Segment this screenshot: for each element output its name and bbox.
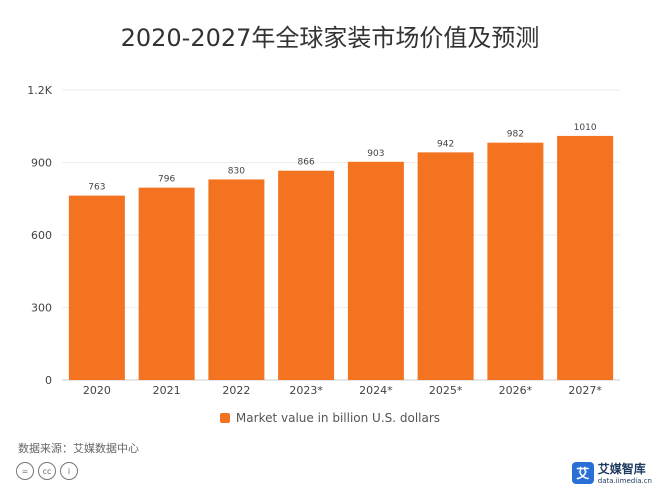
- data-label: 1010: [574, 123, 597, 133]
- chart-title: 2020-2027年全球家装市场价值及预测: [120, 24, 540, 52]
- data-label: 903: [367, 149, 384, 159]
- y-tick-label: 1.2K: [27, 84, 52, 97]
- logo-url: data.iimedia.cn: [597, 477, 652, 485]
- bar: [68, 195, 125, 380]
- data-label: 796: [158, 175, 175, 185]
- y-axis-ticks: 0 300 600 900 1.2K: [27, 84, 52, 387]
- bar: [557, 135, 614, 380]
- bars: [68, 135, 614, 380]
- data-label: 763: [88, 183, 105, 193]
- legend: Market value in billion U.S. dollars: [0, 411, 660, 425]
- x-tick-label: 2024*: [359, 384, 393, 397]
- x-tick-label: 2026*: [499, 384, 533, 397]
- cc-icon: cc: [38, 462, 56, 480]
- data-label: 866: [298, 158, 315, 168]
- bar: [417, 152, 474, 380]
- bar: [138, 187, 195, 380]
- equals-icon: =: [16, 462, 34, 480]
- logo-mark-icon: 艾: [571, 461, 594, 484]
- bar: [347, 161, 404, 380]
- x-axis-ticks: 2020 2021 2022 2023* 2024* 2025* 2026* 2027*: [83, 384, 602, 397]
- x-tick-label: 2027*: [568, 384, 602, 397]
- y-tick-label: 0: [45, 374, 52, 387]
- bar: [278, 170, 335, 380]
- logo-name: 艾媒智库: [597, 462, 646, 476]
- x-tick-label: 2021: [153, 384, 181, 397]
- brand-logo: 艾 艾媒智库 data.iimedia.cn: [571, 460, 652, 485]
- x-tick-label: 2022: [222, 384, 250, 397]
- bar-chart: 0 300 600 900 1.2K 763 796 830 866 903 942 982 1010…: [27, 84, 620, 397]
- legend-label: Market value in billion U.S. dollars: [235, 411, 441, 425]
- data-labels: 763 796 830 866 903 942 982 1010: [88, 123, 597, 193]
- y-tick-label: 300: [31, 302, 52, 315]
- data-label: 830: [228, 166, 245, 176]
- data-label: 982: [507, 130, 524, 140]
- legend-swatch: [219, 413, 230, 423]
- license-icons: = cc i: [16, 462, 78, 480]
- x-tick-label: 2023*: [289, 384, 323, 397]
- y-tick-label: 600: [31, 229, 52, 242]
- x-tick-label: 2020: [83, 384, 111, 397]
- data-label: 942: [437, 139, 454, 149]
- person-icon: i: [60, 462, 78, 480]
- bar: [487, 142, 544, 380]
- x-tick-label: 2025*: [429, 384, 463, 397]
- bar: [208, 179, 265, 380]
- y-tick-label: 900: [31, 157, 52, 170]
- source-note: 数据来源：艾媒数据中心: [18, 442, 139, 455]
